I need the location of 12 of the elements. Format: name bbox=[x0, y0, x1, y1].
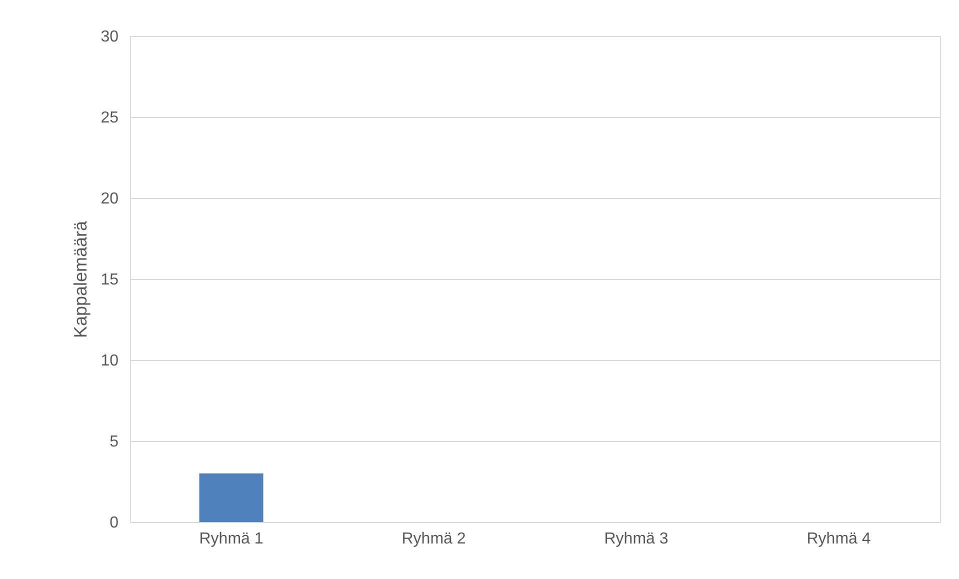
y-tick-label: 30 bbox=[100, 28, 119, 46]
x-tick-label: Ryhmä 2 bbox=[402, 530, 466, 548]
y-tick-label: 10 bbox=[100, 352, 119, 370]
y-tick-label: 5 bbox=[110, 434, 119, 450]
x-tick-label: Ryhmä 1 bbox=[199, 530, 264, 548]
y-tick-label: 20 bbox=[100, 190, 119, 208]
y-axis-title: Kappalemäärä bbox=[70, 220, 91, 338]
y-tick-label: 15 bbox=[100, 272, 119, 288]
y-tick-label: 25 bbox=[100, 110, 119, 126]
x-tick-label: Ryhmä 3 bbox=[604, 530, 668, 548]
x-tick-label: Ryhmä 4 bbox=[806, 530, 871, 548]
y-tick-label: 0 bbox=[110, 514, 119, 532]
